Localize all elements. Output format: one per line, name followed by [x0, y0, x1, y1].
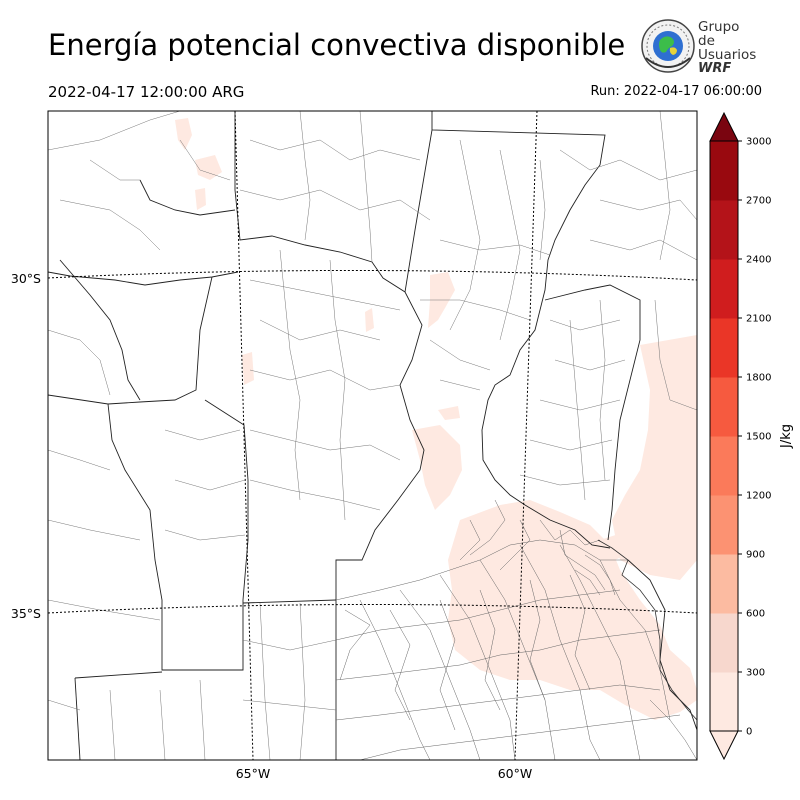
colorbar-tick-label: 300: [746, 668, 765, 679]
colorbar-band: [710, 200, 738, 260]
colorbar-tick-label: 1800: [746, 373, 771, 384]
grupo-usuarios-wrf-logo: Grupo de Usuarios WRF: [640, 18, 760, 76]
province-boundaries: [48, 111, 697, 760]
colorbar-extend-bottom: [709, 730, 739, 761]
colorbar: 0 300 600 900 1200 1500 1800 2100 2400 2700 3000 J…: [709, 111, 794, 761]
colorbar-tick-label: 2400: [746, 255, 771, 266]
colorbar-extend-top: [709, 111, 739, 142]
globe-emblem-icon: [641, 19, 695, 73]
colorbar-ticks: 0 300 600 900 1200 1500 1800 2100 2400 2700 3000: [738, 137, 771, 738]
parallel-30s: [48, 269, 697, 281]
logo-text: Grupo de Usuarios WRF: [698, 20, 760, 76]
meridian-60w: [514, 111, 538, 760]
colorbar-band: [710, 672, 738, 732]
map-frame: [47, 110, 698, 761]
department-boundaries: [48, 111, 697, 760]
meridian-65w: [234, 111, 254, 760]
colorbar-tick-label: 1500: [746, 432, 771, 443]
partido-boundaries: [335, 499, 697, 760]
colorbar-band: [710, 141, 738, 201]
colorbar-tick-label: 2100: [746, 314, 771, 325]
colorbar-tick-label: 600: [746, 609, 765, 620]
colorbar-bands: [710, 141, 738, 732]
colorbar-tick-label: 2700: [746, 196, 771, 207]
colorbar-tick-label: 900: [746, 550, 765, 561]
colorbar-tick-label: 3000: [746, 137, 771, 148]
run-time: Run: 2022-04-17 06:00:00: [590, 84, 762, 99]
graticule: [48, 111, 697, 760]
coastline: [597, 539, 697, 721]
colorbar-unit-label: J/kg: [779, 424, 794, 449]
logo-line-2: Usuarios: [698, 47, 757, 63]
lon-label-60w: 60°W: [498, 766, 533, 781]
lat-label-30s: 30°S: [11, 271, 41, 286]
logo-line-3: WRF: [698, 61, 732, 76]
colorbar-band: [710, 613, 738, 673]
colorbar-band: [710, 436, 738, 496]
lon-label-65w: 65°W: [236, 766, 271, 781]
colorbar-band: [710, 318, 738, 378]
logo-line-1: Grupo de: [698, 19, 740, 49]
colorbar-band: [710, 259, 738, 319]
lat-label-35s: 35°S: [11, 606, 41, 621]
colorbar-tick-label: 0: [746, 727, 752, 738]
parallel-35s: [48, 604, 697, 614]
colorbar-band: [710, 554, 738, 614]
colorbar-band: [710, 377, 738, 437]
valid-time: 2022-04-17 12:00:00 ARG: [48, 83, 245, 101]
map-title: Energía potencial convectiva disponible: [48, 28, 626, 62]
colorbar-band: [710, 495, 738, 555]
colorbar-tick-label: 1200: [746, 491, 771, 502]
